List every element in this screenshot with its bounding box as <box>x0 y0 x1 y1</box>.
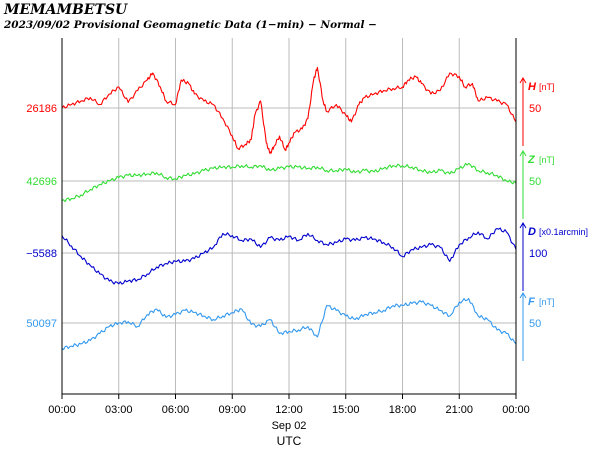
series-line-z <box>61 162 517 203</box>
plot-frame <box>61 38 517 399</box>
scale-arrow-f <box>519 292 527 299</box>
x-tick-label: 03:00 <box>105 404 133 416</box>
scale-arrow-h <box>519 77 527 84</box>
series-unit-f: [nT] <box>539 297 555 307</box>
grid <box>62 38 516 394</box>
scale-arrow-d <box>519 222 527 229</box>
x-tick-label: 00:00 <box>502 404 530 416</box>
series-unit-z: [nT] <box>539 155 555 165</box>
x-tick-label: 12:00 <box>275 404 303 416</box>
baseline-label-h: 26186 <box>26 103 57 115</box>
baseline-label-f: 50097 <box>26 318 57 330</box>
station-title: MEMAMBETSU <box>4 2 128 18</box>
series-line-h <box>61 66 517 155</box>
scale-arrow-z <box>519 150 527 157</box>
x-axis-label: UTC <box>277 434 302 448</box>
series-name-f: F <box>528 296 535 308</box>
series-name-d: D <box>528 226 536 238</box>
x-tick-label: 09:00 <box>218 404 246 416</box>
chart-labels: 00:00 03:00 06:00 09:00 12:00 15:00 18:00 21:00… <box>26 77 588 448</box>
series-line-f <box>61 297 517 351</box>
series-lines <box>61 66 517 351</box>
x-tick-label: 15:00 <box>332 404 360 416</box>
series-name-z: Z <box>527 154 536 166</box>
series-name-h: H <box>528 81 537 93</box>
x-tick-label: 18:00 <box>389 404 417 416</box>
x-tick-label: 00:00 <box>48 404 76 416</box>
scale-label-f: 50 <box>529 318 541 330</box>
x-tick-label: 21:00 <box>445 404 473 416</box>
x-tick-label: 06:00 <box>162 404 190 416</box>
scale-label-h: 50 <box>529 103 541 115</box>
scale-label-d: 100 <box>529 248 547 260</box>
chart-subtitle: 2023/09/02 Provisional Geomagnetic Data … <box>4 19 377 31</box>
series-unit-h: [nT] <box>539 82 555 92</box>
series-unit-d: [x0.1arcmin] <box>539 227 588 237</box>
x-sublabel: Sep 02 <box>272 420 307 432</box>
baseline-label-d: −5588 <box>26 248 57 260</box>
series-line-d <box>61 227 517 285</box>
scale-label-z: 50 <box>529 176 541 188</box>
baseline-label-z: 42696 <box>26 176 57 188</box>
